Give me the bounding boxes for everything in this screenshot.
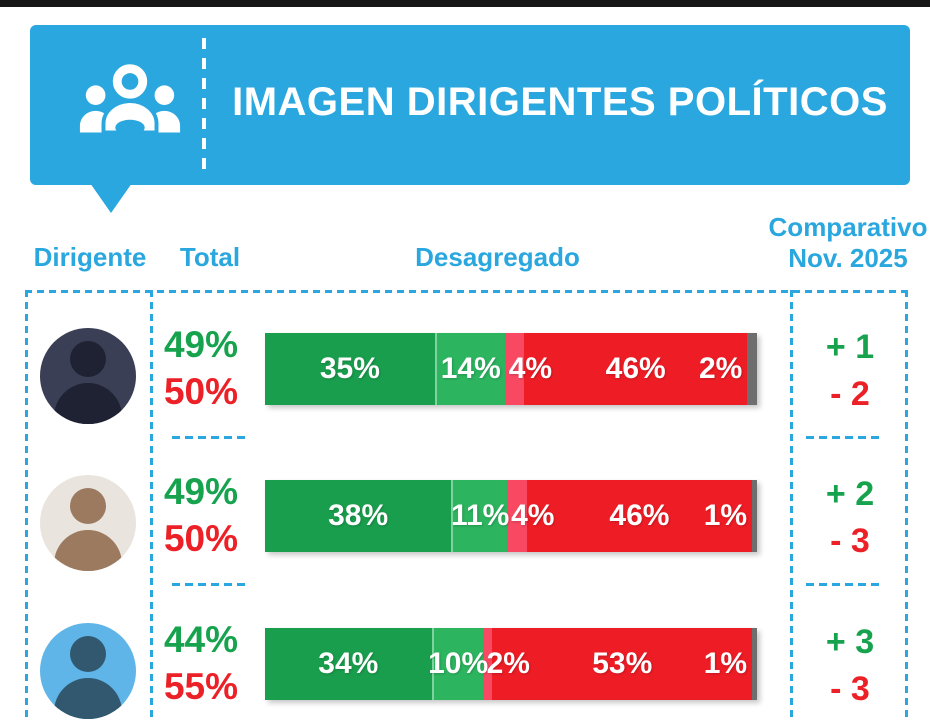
top-border-strip — [0, 0, 930, 7]
total-negative: 55% — [163, 666, 239, 707]
segment-label: 2% — [698, 352, 743, 385]
segment-negative-soft: 4% — [507, 480, 554, 552]
segment-negative-strong: 46% — [524, 333, 748, 405]
avatar-silhouette-body — [54, 530, 122, 571]
segment-label: 46% — [605, 352, 666, 385]
segment-label: 34% — [318, 647, 379, 680]
segment-negative-soft: 2% — [482, 628, 530, 700]
segment-label: 1% — [703, 647, 748, 680]
avatar-silhouette-body — [54, 383, 122, 424]
segment-ns-nc: 1% — [704, 480, 758, 552]
stacked-bar: 38% 11% 4% 46% 1% — [265, 480, 758, 552]
table-frame-right-border — [905, 290, 908, 720]
header-dashed-divider — [202, 38, 206, 172]
segment-label: 10% — [428, 647, 489, 680]
comparative-negative: - 3 — [830, 670, 870, 708]
total-values: 44% 55% — [150, 616, 252, 710]
segment-positive-soft: 14% — [434, 333, 505, 405]
banner-pointer — [90, 183, 132, 213]
avatar-silhouette-body — [54, 678, 122, 719]
row-separator — [172, 436, 249, 439]
segment-label: 38% — [328, 499, 389, 532]
segment-negative-strong: 53% — [492, 628, 753, 700]
segment-positive-strong: 35% — [265, 333, 435, 405]
leader-row: 49% 50% 38% 11% 4% 46% 1% + 2 - 3 — [0, 437, 930, 584]
segment-label: 1% — [703, 499, 748, 532]
segment-label: 11% — [450, 499, 510, 532]
avatar-silhouette-head — [70, 636, 106, 672]
header-banner: IMAGEN DIRIGENTES POLÍTICOS — [30, 25, 910, 185]
stacked-bar: 34% 10% 2% 53% 1% — [265, 628, 757, 700]
row-separator — [806, 583, 883, 586]
total-values: 49% 50% — [150, 321, 252, 415]
segment-label: 53% — [592, 647, 653, 680]
segment-label: 46% — [609, 499, 670, 532]
segment-label: 4% — [511, 499, 555, 532]
total-negative: 50% — [163, 518, 239, 559]
comparative-positive: + 2 — [825, 475, 875, 513]
segment-positive-strong: 34% — [265, 628, 432, 700]
segment-positive-soft: 10% — [428, 628, 488, 700]
segment-negative-soft: 4% — [504, 333, 552, 405]
leader-photo — [40, 475, 136, 571]
table-frame-divider-comparativo — [790, 290, 793, 720]
comparative-negative: - 2 — [830, 375, 870, 413]
stacked-bar: 35% 14% 4% 46% 2% — [265, 333, 757, 405]
table-frame-divider-dirigente — [150, 290, 153, 720]
comparative-positive: + 3 — [825, 623, 875, 661]
row-separator — [806, 436, 883, 439]
leader-photo — [40, 328, 136, 424]
segment-ns-nc: 2% — [699, 333, 757, 405]
people-group-icon — [76, 55, 184, 155]
total-positive: 49% — [163, 471, 239, 512]
segment-label: 2% — [486, 647, 530, 680]
total-positive: 44% — [163, 619, 239, 660]
total-positive: 49% — [163, 324, 239, 365]
total-values: 49% 50% — [150, 468, 252, 562]
segment-ns-nc: 1% — [704, 628, 757, 700]
table-frame-left-border — [25, 290, 28, 720]
row-separator — [172, 583, 249, 586]
total-negative: 50% — [163, 371, 239, 412]
column-header-dirigente: Dirigente — [33, 242, 147, 272]
comparative-values: + 2 - 3 — [785, 471, 915, 565]
segment-label: 14% — [440, 352, 501, 385]
column-header-desagregado: Desagregado — [415, 242, 580, 272]
column-header-comparativo-line2: Nov. 2025 — [788, 243, 908, 273]
comparative-values: + 3 - 3 — [785, 619, 915, 713]
segment-positive-strong: 38% — [265, 480, 452, 552]
comparative-values: + 1 - 2 — [785, 324, 915, 418]
avatar-silhouette-head — [70, 341, 106, 377]
segment-label: 35% — [319, 352, 380, 385]
column-header-comparativo-line1: Comparativo — [768, 212, 928, 242]
segment-label: 4% — [508, 352, 553, 385]
leader-photo — [40, 623, 136, 719]
segment-negative-strong: 46% — [526, 480, 753, 552]
leader-row: 49% 50% 35% 14% 4% 46% 2% + 1 - 2 — [0, 290, 930, 437]
comparative-positive: + 1 — [825, 328, 875, 366]
comparative-negative: - 3 — [830, 522, 870, 560]
page-title: IMAGEN DIRIGENTES POLÍTICOS — [232, 80, 888, 124]
table-frame-top-border — [25, 290, 908, 293]
segment-positive-soft: 11% — [450, 480, 510, 552]
avatar-silhouette-head — [70, 488, 106, 524]
leader-row: 44% 55% 34% 10% 2% 53% 1% + 3 - 3 — [0, 585, 930, 720]
column-header-total: Total — [179, 242, 241, 272]
column-header-comparativo: Comparativo Nov. 2025 — [768, 212, 928, 274]
